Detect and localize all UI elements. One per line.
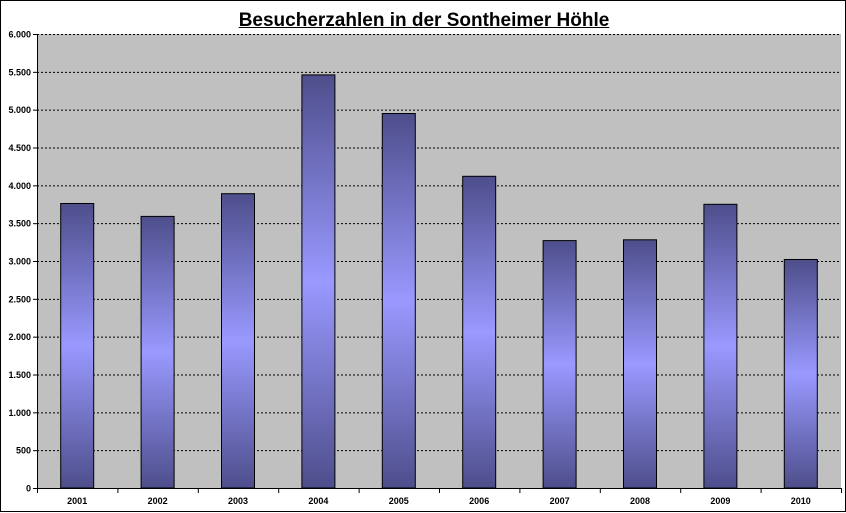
y-tick-label: 1.000 xyxy=(8,408,31,418)
x-axis-ticks: 2001 2002 2003 2004 2005 2006 2007 2008 2009 2010 xyxy=(67,496,811,506)
y-tick-label: 6.000 xyxy=(8,30,31,40)
x-tick-label: 2003 xyxy=(228,496,248,506)
x-tick-label: 2002 xyxy=(148,496,168,506)
bar-2006 xyxy=(462,175,497,489)
bar-2010 xyxy=(783,259,818,489)
y-tick-label: 2.000 xyxy=(8,332,31,342)
x-tick-label: 2008 xyxy=(630,496,650,506)
x-tick-label: 2006 xyxy=(469,496,489,506)
bar-2001 xyxy=(60,203,95,489)
y-tick-label: 1.500 xyxy=(8,370,31,380)
y-tick-label: 2.500 xyxy=(8,294,31,304)
bar-2007 xyxy=(542,240,577,489)
y-tick-label: 0 xyxy=(26,484,31,494)
bar-2004 xyxy=(301,74,336,489)
bar-2002 xyxy=(140,215,175,489)
y-tick-label: 4.000 xyxy=(8,181,31,191)
y-tick-label: 3.500 xyxy=(8,219,31,229)
x-tick-label: 2010 xyxy=(791,496,811,506)
y-tick-label: 3.000 xyxy=(8,257,31,267)
x-tick-label: 2005 xyxy=(389,496,409,506)
y-axis-ticks: 0 500 1.000 1.500 2.000 2.500 3.000 3.500 4.000 4… xyxy=(8,30,31,494)
x-tick-label: 2007 xyxy=(550,496,570,506)
axes xyxy=(33,34,842,493)
x-tick-label: 2004 xyxy=(308,496,328,506)
bar-2005 xyxy=(381,113,416,489)
bar-2003 xyxy=(221,193,255,489)
y-tick-label: 5.000 xyxy=(8,105,31,115)
x-tick-label: 2001 xyxy=(67,496,87,506)
x-tick-label: 2009 xyxy=(710,496,730,506)
bars xyxy=(60,74,818,489)
bar-2008 xyxy=(623,239,657,489)
y-tick-label: 500 xyxy=(16,446,31,456)
y-tick-label: 5.500 xyxy=(8,67,31,77)
bar-2009 xyxy=(703,203,738,489)
chart-title: Besucherzahlen in der Sontheimer Höhle xyxy=(238,10,610,31)
y-tick-label: 4.500 xyxy=(8,143,31,153)
